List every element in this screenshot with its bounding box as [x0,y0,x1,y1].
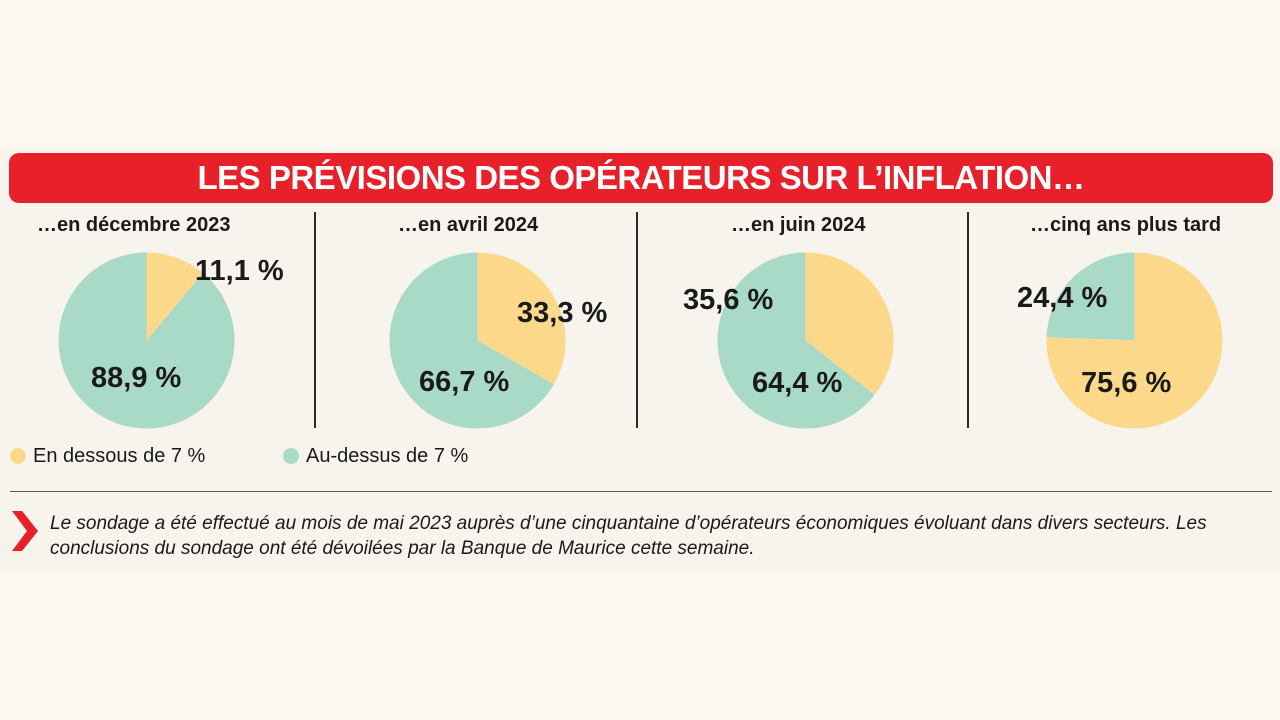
chart-title-december-2023: …en décembre 2023 [37,214,231,236]
pie-slice-above [58,252,235,429]
value-label-above: 24,4 % [1017,282,1108,314]
value-label-below: 11,1 % [195,255,284,287]
pie-slice-below [146,252,204,341]
chevron-right-icon [12,511,38,551]
pie-slice-above [717,252,875,429]
pie-chart-december-2023 [58,252,235,429]
value-label-below: 75,6 % [1081,367,1172,399]
value-label-below: 35,6 % [683,284,774,316]
legend-item-above: Au-dessus de 7 % [283,444,468,468]
column-separator [314,212,316,428]
divider [10,491,1272,492]
value-label-below: 33,3 % [517,297,608,329]
legend-item-below: En dessous de 7 % [10,444,205,468]
pie-chart-june-2024 [717,252,894,429]
pie-slice-above [389,252,554,429]
page-title: LES PRÉVISIONS DES OPÉRATEURS SUR L’INFL… [9,153,1273,203]
chart-title-april-2024: …en avril 2024 [398,214,539,236]
legend-label-below: En dessous de 7 % [33,444,206,467]
chart-title-five-years: …cinq ans plus tard [1030,214,1222,236]
source-note: Le sondage a été effectué au mois de mai… [50,513,1207,559]
column-separator [967,212,969,428]
legend-swatch-above [283,448,299,464]
pie-slice-below [805,252,894,395]
value-label-above: 66,7 % [419,366,510,398]
legend-swatch-below [10,448,26,464]
pie-slice-below [477,252,566,385]
legend-label-above: Au-dessus de 7 % [306,444,469,467]
chart-title-june-2024: …en juin 2024 [731,214,866,236]
pie-chart-five-years [1046,252,1223,429]
pie-slice-above [1046,252,1135,341]
column-separator [636,212,638,428]
value-label-above: 88,9 % [91,362,182,394]
value-label-above: 64,4 % [752,367,843,399]
pie-chart-april-2024 [389,252,566,429]
